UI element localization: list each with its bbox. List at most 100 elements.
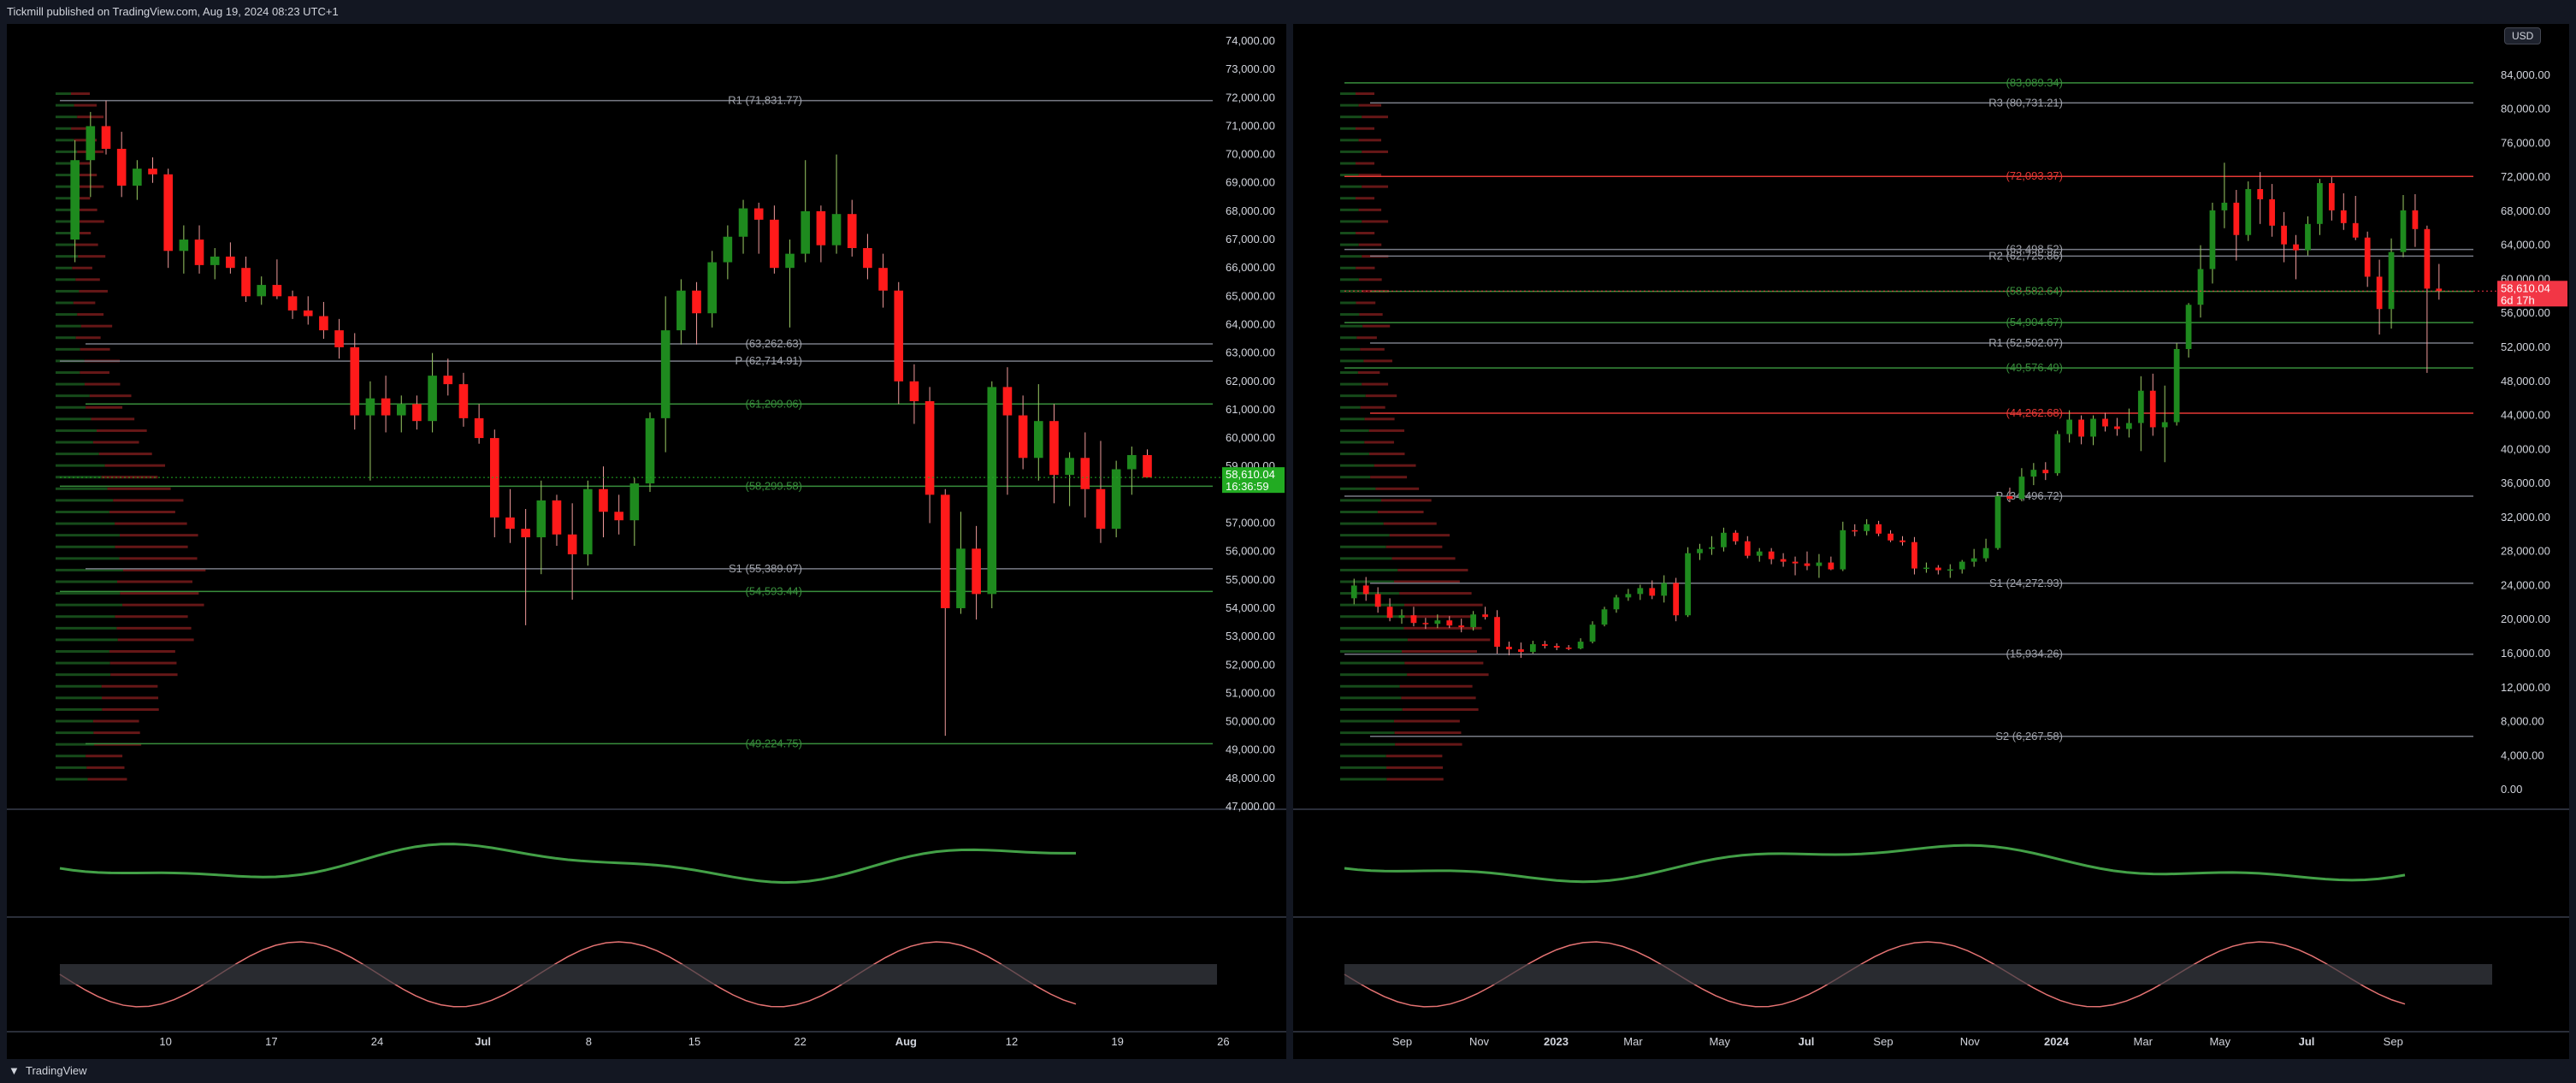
stochastic-band <box>1344 964 2492 985</box>
currency-button[interactable]: USD <box>2504 27 2542 44</box>
volume-profile-bar <box>113 499 184 502</box>
level-label: R2 (62,725.86) <box>1988 249 2063 262</box>
candle-body <box>2328 183 2335 210</box>
y-tick-label: 0.00 <box>2501 783 2522 796</box>
candle-body <box>412 404 422 422</box>
level-label: S2 (6,267.58) <box>1995 730 2063 743</box>
volume-profile-bar <box>1340 453 1369 456</box>
candle-body <box>2317 183 2323 224</box>
y-tick-label: 73,000.00 <box>1226 62 1275 75</box>
candle-body <box>1506 647 1512 650</box>
volume-profile-bar <box>56 417 92 421</box>
left-chart-panel[interactable]: R1 (71,831.77) (63,262.63) P (62,714.91) (6… <box>7 24 1286 1059</box>
volume-profile-bar <box>1402 707 1479 711</box>
candle-body <box>707 262 717 314</box>
volume-profile-bar <box>1370 476 1408 479</box>
level-label: (83,089.34) <box>2006 76 2064 89</box>
y-tick-label: 8,000.00 <box>2501 715 2544 728</box>
candle-body <box>909 381 919 401</box>
candle-body <box>2400 210 2407 252</box>
y-tick-label: 52,000.00 <box>2501 340 2550 353</box>
candle-body <box>770 219 779 269</box>
x-tick-label: Nov <box>1960 1035 1981 1048</box>
volume-profile-bar <box>1340 476 1371 479</box>
y-tick-label: 51,000.00 <box>1226 686 1275 699</box>
candle-body <box>2364 237 2371 277</box>
tradingview-logo-icon: ▼ <box>9 1064 20 1077</box>
x-tick-label: 26 <box>1217 1035 1229 1048</box>
candle-body <box>1852 530 1858 532</box>
volume-profile-bar <box>1404 661 1484 665</box>
volume-profile-bar <box>1340 313 1360 317</box>
candle-body <box>2221 202 2228 210</box>
right-weekly-chart[interactable]: (83,089.34) R3 (80,731.21) (72,093.37) R2 (… <box>1293 24 2569 1059</box>
candle-body <box>2233 202 2240 235</box>
volume-profile-bar <box>1394 731 1462 735</box>
price-tag-countdown: 6d 17h <box>2501 293 2535 306</box>
footer-brand: TradingView <box>26 1064 87 1077</box>
candle-body <box>1410 615 1417 624</box>
footer: ▼ TradingView <box>0 1059 2576 1083</box>
volume-profile-bar <box>1363 359 1392 363</box>
candle-body <box>1911 542 1917 569</box>
candle-body <box>863 247 872 269</box>
volume-profile-bar <box>56 534 120 537</box>
candle-body <box>1685 553 1691 616</box>
volume-profile-bar <box>1377 511 1424 513</box>
volume-profile-bar <box>1340 115 1362 119</box>
volume-profile-bar <box>56 592 121 595</box>
right-chart-panel[interactable]: (83,089.34) R3 (80,731.21) (72,093.37) R2 (… <box>1293 24 2569 1059</box>
volume-profile-bar <box>102 696 159 700</box>
volume-profile-bar <box>1356 336 1377 340</box>
volume-profile-bar <box>1368 429 1405 432</box>
momentum-oscillator-line <box>1344 843 2406 884</box>
y-tick-label: 76,000.00 <box>2501 136 2550 149</box>
volume-profile-bar <box>1340 174 1359 177</box>
volume-profile-bar <box>1358 278 1382 281</box>
candle-body <box>2078 419 2084 437</box>
volume-profile-bar <box>1340 719 1394 723</box>
candle-body <box>1541 644 1548 647</box>
volume-profile-bar <box>1393 580 1460 583</box>
candle-body <box>2209 210 2216 269</box>
volume-profile-bar <box>1340 359 1364 363</box>
candle-body <box>489 438 499 518</box>
candle-body <box>2066 419 2073 435</box>
volume-profile-bar <box>1395 743 1462 746</box>
y-tick-label: 44,000.00 <box>2501 409 2550 422</box>
volume-profile-bar <box>56 429 97 432</box>
candle-body <box>2436 288 2443 292</box>
volume-profile-bar <box>56 336 76 340</box>
volume-profile-bar <box>1397 568 1468 571</box>
level-label: P (62,714.91) <box>735 354 802 367</box>
candle-body <box>2102 418 2108 427</box>
volume-profile-bar <box>56 638 118 642</box>
volume-profile-bar <box>56 371 80 374</box>
volume-profile-bar <box>1340 673 1408 677</box>
candle-body <box>1049 421 1059 476</box>
y-tick-label: 12,000.00 <box>2501 681 2550 694</box>
volume-profile-bar <box>1340 696 1402 700</box>
candle-body <box>101 126 111 149</box>
volume-profile-bar <box>1365 394 1397 398</box>
candle-body <box>1589 624 1596 642</box>
y-tick-label: 16,000.00 <box>2501 647 2550 660</box>
volume-profile-bar <box>1340 301 1356 305</box>
left-daily-chart[interactable]: R1 (71,831.77) (63,262.63) P (62,714.91) (6… <box>7 24 1286 1059</box>
volume-profile-bar <box>122 568 206 571</box>
candle-body <box>272 285 282 297</box>
candle-body <box>1613 597 1620 610</box>
candle-body <box>1982 547 1989 559</box>
y-tick-label: 74,000.00 <box>1226 34 1275 47</box>
volume-profile-bar <box>1340 429 1369 432</box>
candle-body <box>1792 561 1799 564</box>
level-label: S1 (55,389.07) <box>729 562 802 575</box>
volume-profile-bar <box>1340 255 1362 258</box>
volume-profile-bar <box>56 755 86 758</box>
y-tick-label: 66,000.00 <box>1226 261 1275 274</box>
candle-body <box>1143 454 1152 478</box>
stochastic-band <box>60 964 1217 985</box>
volume-profile-bar <box>1340 626 1404 630</box>
volume-profile-bar <box>56 441 93 444</box>
volume-profile-bar <box>1380 499 1432 502</box>
